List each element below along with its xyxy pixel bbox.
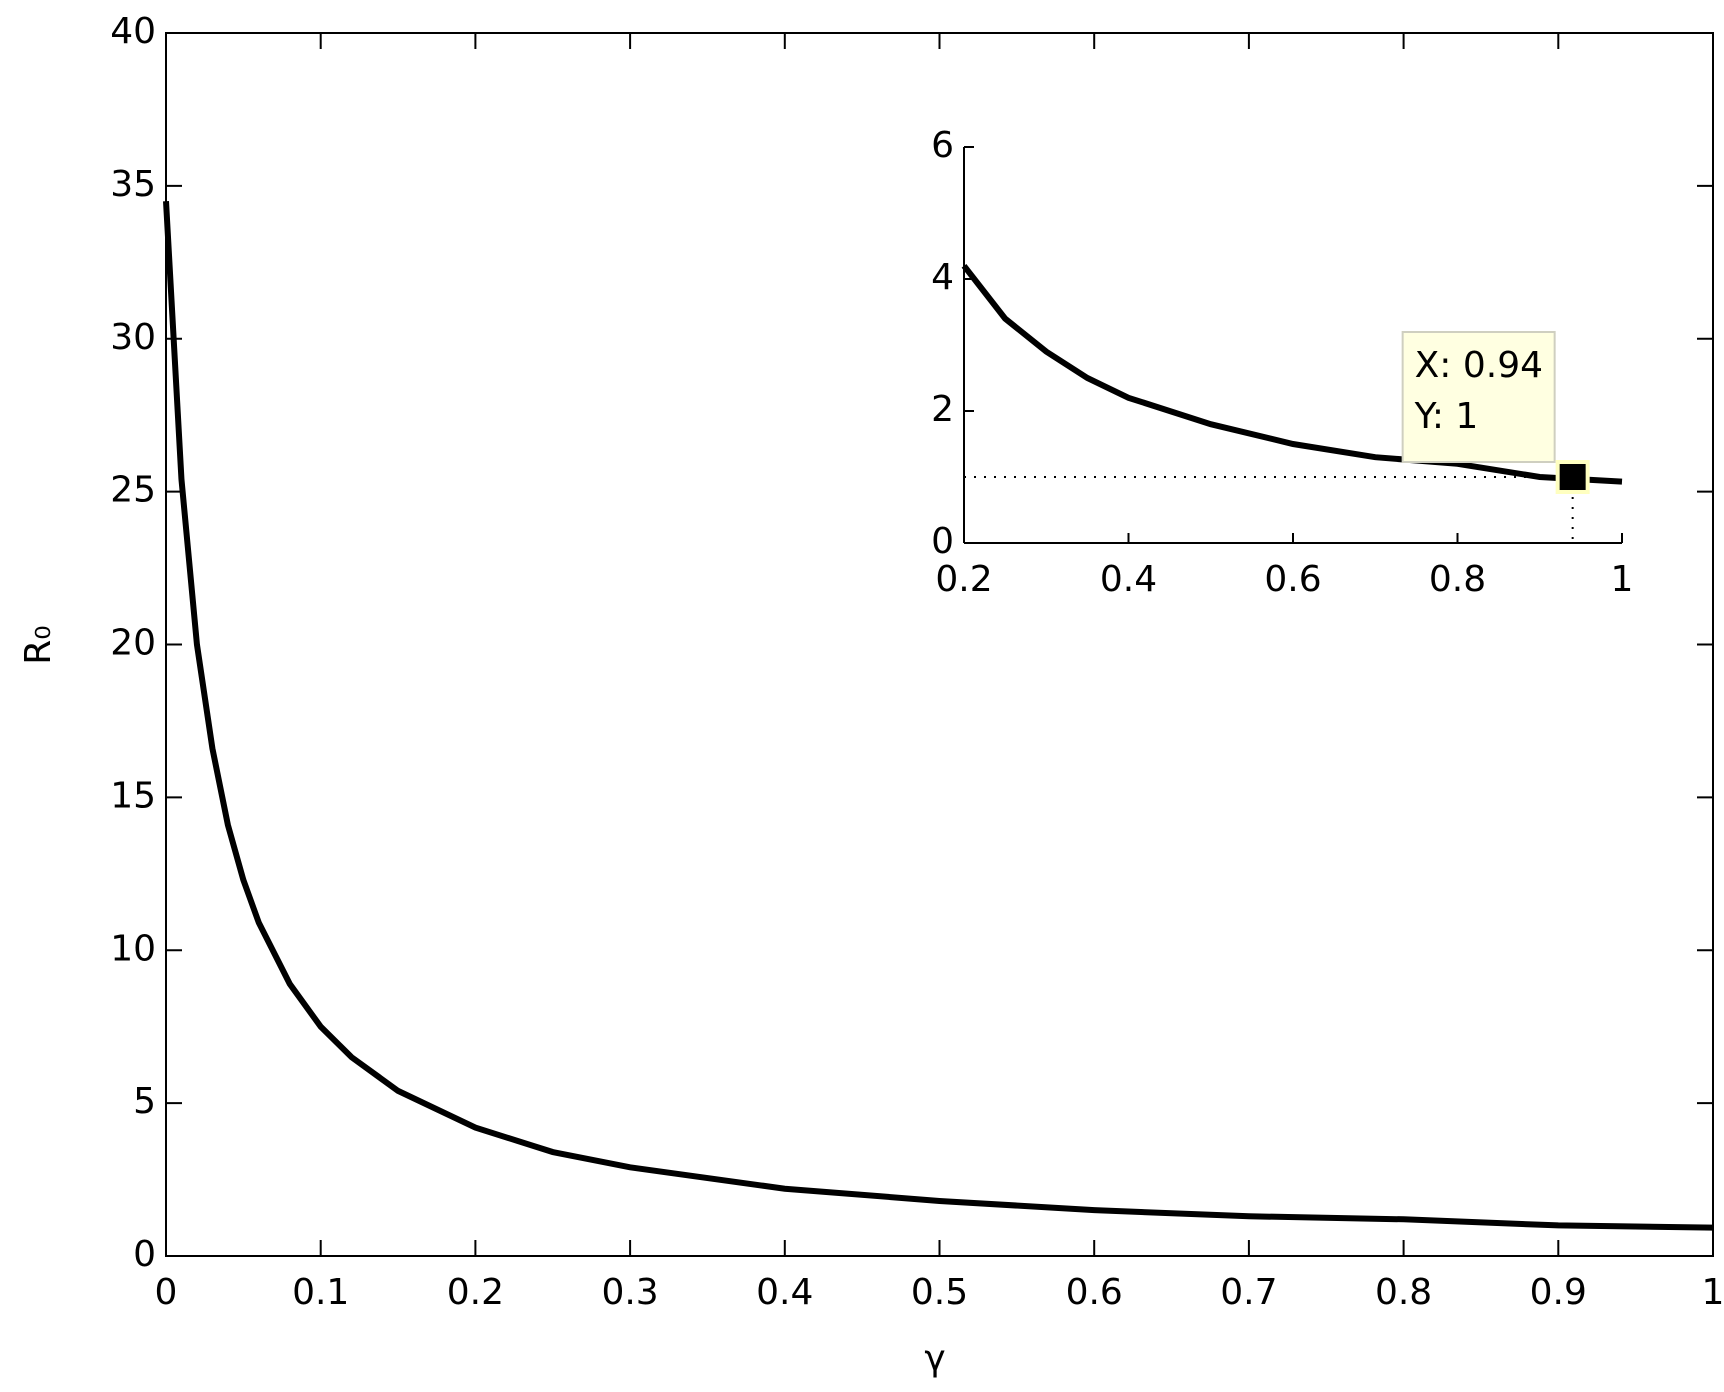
y-tick-label: 0 bbox=[931, 521, 954, 562]
y-tick-label: 10 bbox=[110, 928, 156, 969]
y-tick-label: 20 bbox=[110, 623, 156, 664]
x-tick-label: 0.4 bbox=[756, 1272, 813, 1313]
y-tick-label: 15 bbox=[110, 775, 156, 816]
y-tick-label: 30 bbox=[110, 317, 156, 358]
datatip-y-label: Y: 1 bbox=[1414, 396, 1479, 437]
y-tick-label: 5 bbox=[133, 1081, 156, 1122]
y-axis-label: R₀ bbox=[18, 625, 59, 664]
datatip-box bbox=[1401, 331, 1556, 463]
x-axis-label: γ bbox=[924, 1338, 945, 1379]
x-tick-label: 1 bbox=[1702, 1272, 1724, 1313]
x-tick-label: 0.8 bbox=[1429, 559, 1486, 600]
x-tick-label: 0.4 bbox=[1100, 559, 1157, 600]
data-line bbox=[163, 200, 1714, 1231]
y-tick-label: 35 bbox=[110, 164, 156, 205]
x-tick-label: 0.5 bbox=[911, 1272, 968, 1313]
x-tick-label: 0.3 bbox=[601, 1272, 658, 1313]
x-tick-label: 0.9 bbox=[1530, 1272, 1587, 1313]
x-tick-label: 1 bbox=[1611, 559, 1634, 600]
x-tick-label: 0.6 bbox=[1264, 559, 1321, 600]
x-tick-label: 0.2 bbox=[447, 1272, 504, 1313]
y-tick-label: 25 bbox=[110, 470, 156, 511]
y-tick-label: 4 bbox=[931, 257, 954, 298]
x-tick-label: 0.2 bbox=[935, 559, 992, 600]
datatip-x-label: X: 0.94 bbox=[1415, 345, 1543, 386]
x-tick-label: 0.1 bbox=[292, 1272, 349, 1313]
y-tick-label: 6 bbox=[931, 125, 954, 166]
x-tick-label: 0.7 bbox=[1220, 1272, 1277, 1313]
x-tick-label: 0.6 bbox=[1066, 1272, 1123, 1313]
data-line bbox=[961, 263, 1623, 485]
y-tick-label: 0 bbox=[133, 1234, 156, 1275]
x-tick-label: 0.8 bbox=[1375, 1272, 1432, 1313]
datatip-marker bbox=[1555, 460, 1590, 494]
y-tick-label: 40 bbox=[110, 11, 156, 52]
x-tick-label: 0 bbox=[155, 1272, 178, 1313]
y-tick-label: 2 bbox=[931, 389, 954, 430]
